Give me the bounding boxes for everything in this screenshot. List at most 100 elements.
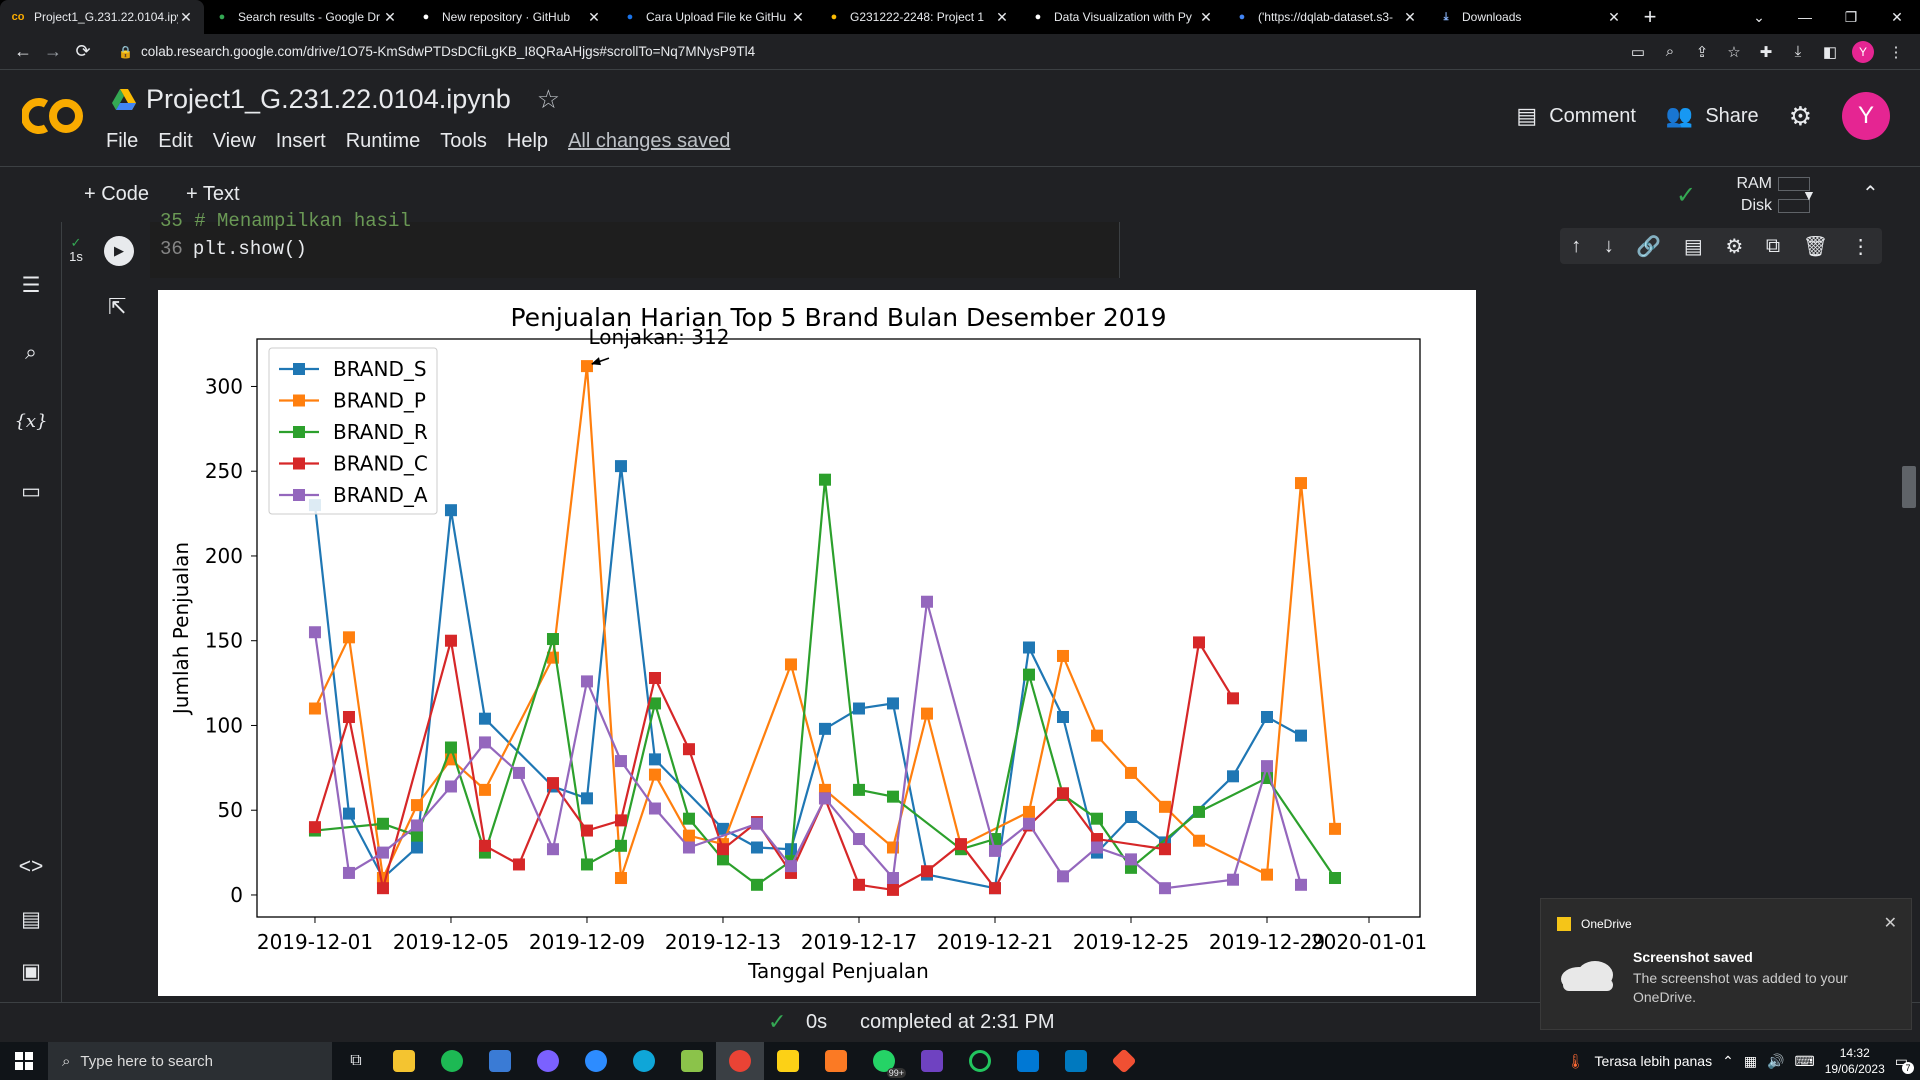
tab-close-icon[interactable]: ✕ bbox=[1404, 8, 1416, 25]
file-explorer-icon[interactable] bbox=[380, 1042, 428, 1080]
keyboard-icon[interactable]: ⌨ bbox=[1794, 1052, 1815, 1069]
runtime-dropdown-icon[interactable]: ▼ bbox=[1802, 187, 1816, 203]
tab-close-icon[interactable]: ✕ bbox=[384, 8, 396, 25]
add-text-button[interactable]: + Text bbox=[186, 183, 240, 205]
forward-icon[interactable]: → bbox=[44, 41, 62, 61]
clock[interactable]: 14:32 19/06/2023 bbox=[1824, 1046, 1885, 1076]
tray-chevron-icon[interactable]: ⌃ bbox=[1722, 1052, 1734, 1069]
menu-view[interactable]: View bbox=[212, 130, 256, 152]
browser-tab[interactable]: ● New repository · GitHub ✕ bbox=[408, 0, 612, 34]
menu-insert[interactable]: Insert bbox=[275, 130, 326, 152]
browser-tab[interactable]: ● ('https://dqlab-dataset.s3- ✕ bbox=[1224, 0, 1428, 34]
files-folder-icon[interactable]: ▭ bbox=[21, 479, 41, 503]
browser-profile-avatar[interactable]: Y bbox=[1852, 40, 1874, 63]
code-cell[interactable]: ✓ 1s ▶ 35 # Menampilkan hasil 36 plt.show(… bbox=[62, 210, 1120, 278]
comment-button[interactable]: ▤ Comment bbox=[1516, 103, 1636, 128]
browser-tab[interactable]: ● Search results - Google Dr ✕ bbox=[204, 0, 408, 34]
save-status-link[interactable]: All changes saved bbox=[568, 130, 731, 152]
move-up-icon[interactable]: ↑ bbox=[1571, 234, 1582, 257]
table-of-contents-icon[interactable]: ☰ bbox=[21, 273, 41, 297]
tab-list-chevron-icon[interactable]: ⌄ bbox=[1753, 8, 1765, 25]
bookmark-star-icon[interactable]: ☆ bbox=[1727, 43, 1741, 61]
run-cell-button[interactable]: ▶ bbox=[104, 236, 134, 266]
downloads-icon[interactable]: ⤓ bbox=[1794, 43, 1802, 60]
settings-gear-icon[interactable]: ⚙ bbox=[1788, 100, 1812, 131]
search-icon[interactable]: ⌕ bbox=[25, 341, 37, 364]
cell-settings-icon[interactable]: ⚙ bbox=[1725, 235, 1744, 258]
app-icon[interactable] bbox=[908, 1042, 956, 1080]
ram-disk-indicator[interactable]: RAM Disk bbox=[1736, 173, 1810, 217]
link-icon[interactable]: 🔗 bbox=[1636, 235, 1662, 258]
user-avatar[interactable]: Y bbox=[1842, 92, 1890, 140]
vscode-icon[interactable] bbox=[1004, 1042, 1052, 1080]
share-button[interactable]: 👥 Share bbox=[1665, 103, 1759, 128]
back-icon[interactable]: ← bbox=[14, 41, 32, 61]
browser-tab[interactable]: ● Data Visualization with Py ✕ bbox=[1020, 0, 1224, 34]
toast-close-icon[interactable]: ✕ bbox=[1883, 915, 1897, 932]
scrollbar[interactable] bbox=[1902, 466, 1916, 508]
tab-close-icon[interactable]: ✕ bbox=[1200, 8, 1212, 25]
start-button[interactable] bbox=[0, 1042, 48, 1080]
menu-help[interactable]: Help bbox=[506, 130, 549, 152]
new-tab-button[interactable]: + bbox=[1643, 4, 1657, 29]
tab-close-icon[interactable]: ✕ bbox=[180, 8, 192, 25]
reload-icon[interactable]: ⟳ bbox=[75, 41, 91, 61]
add-code-button[interactable]: + Code bbox=[84, 183, 150, 205]
store-icon[interactable] bbox=[476, 1042, 524, 1080]
browser-menu-icon[interactable]: ⋮ bbox=[1888, 43, 1904, 61]
menu-file[interactable]: File bbox=[106, 130, 139, 152]
code-snippets-icon[interactable]: <> bbox=[18, 855, 44, 878]
browser-tab[interactable]: ● Cara Upload File ke GitHu ✕ bbox=[612, 0, 816, 34]
notepad-icon[interactable] bbox=[668, 1042, 716, 1080]
zoom-icon[interactable]: ⌕ bbox=[1665, 43, 1675, 60]
volume-icon[interactable]: 🔊 bbox=[1767, 1052, 1785, 1069]
star-icon[interactable]: ☆ bbox=[536, 84, 561, 114]
browser-tab[interactable]: ⤓ Downloads ✕ bbox=[1428, 0, 1632, 34]
menu-runtime[interactable]: Runtime bbox=[345, 130, 421, 152]
browser-tab[interactable]: ● G231222-2248: Project 1 ✕ bbox=[816, 0, 1020, 34]
git-icon[interactable] bbox=[1100, 1042, 1148, 1080]
variables-icon[interactable]: {x} bbox=[14, 410, 48, 432]
menu-tools[interactable]: Tools bbox=[440, 130, 487, 152]
move-down-icon[interactable]: ↓ bbox=[1603, 234, 1614, 257]
notification-icon[interactable]: ▭ 7 bbox=[1895, 1053, 1914, 1074]
command-palette-icon[interactable]: ▤ bbox=[21, 907, 41, 931]
tab-close-icon[interactable]: ✕ bbox=[792, 8, 804, 25]
taskbar-search[interactable]: ⌕ Type here to search bbox=[48, 1042, 332, 1080]
close-window-icon[interactable]: ✕ bbox=[1891, 8, 1903, 25]
whatsapp-icon[interactable]: 99+ bbox=[860, 1042, 908, 1080]
side-panel-icon[interactable]: ◧ bbox=[1822, 43, 1838, 61]
browser-tab[interactable]: co Project1_G.231.22.0104.ipy ✕ bbox=[0, 0, 204, 34]
delete-icon[interactable]: 🗑 bbox=[1802, 235, 1829, 258]
xampp-icon[interactable] bbox=[812, 1042, 860, 1080]
task-view-icon[interactable]: ⧉ bbox=[350, 1052, 362, 1069]
menu-edit[interactable]: Edit bbox=[158, 130, 193, 152]
terminal-icon[interactable]: ▣ bbox=[21, 959, 41, 983]
comment-cell-icon[interactable]: ▤ bbox=[1683, 235, 1703, 258]
notebook-title[interactable]: Project1_G.231.22.0104.ipynb bbox=[146, 84, 511, 114]
onedrive-notification[interactable]: OneDrive ✕ Screenshot saved The screensh… bbox=[1540, 898, 1912, 1030]
trello-icon[interactable] bbox=[1052, 1042, 1100, 1080]
mirror-cell-icon[interactable]: ⧉ bbox=[1765, 234, 1781, 257]
app-icon[interactable] bbox=[524, 1042, 572, 1080]
restore-icon[interactable]: ❐ bbox=[1844, 8, 1858, 25]
more-options-icon[interactable]: ⋮ bbox=[1850, 235, 1871, 258]
code-editor[interactable]: 35 # Menampilkan hasil 36 plt.show() bbox=[150, 210, 1120, 278]
spotify-icon[interactable] bbox=[428, 1042, 476, 1080]
url-field[interactable]: 🔒 colab.research.google.com/drive/1O75-K… bbox=[108, 37, 1622, 66]
output-actions-icon[interactable]: ⇱ bbox=[108, 294, 127, 319]
edge-icon[interactable] bbox=[620, 1042, 668, 1080]
network-icon[interactable]: ▦ bbox=[1743, 1052, 1758, 1069]
cast-icon[interactable]: ▭ bbox=[1630, 43, 1646, 61]
zoom-icon[interactable] bbox=[572, 1042, 620, 1080]
tab-close-icon[interactable]: ✕ bbox=[1608, 8, 1620, 25]
minimize-icon[interactable]: — bbox=[1798, 9, 1812, 25]
share-page-icon[interactable]: ⇪ bbox=[1695, 43, 1709, 61]
extensions-icon[interactable]: ✚ bbox=[1759, 43, 1773, 61]
weather-text[interactable]: Terasa lebih panas bbox=[1594, 1053, 1713, 1069]
sync-icon[interactable] bbox=[956, 1042, 1004, 1080]
tab-close-icon[interactable]: ✕ bbox=[588, 8, 600, 25]
collapse-header-icon[interactable]: ⌃ bbox=[1862, 183, 1879, 205]
tab-close-icon[interactable]: ✕ bbox=[996, 8, 1008, 25]
sticky-notes-icon[interactable] bbox=[764, 1042, 812, 1080]
